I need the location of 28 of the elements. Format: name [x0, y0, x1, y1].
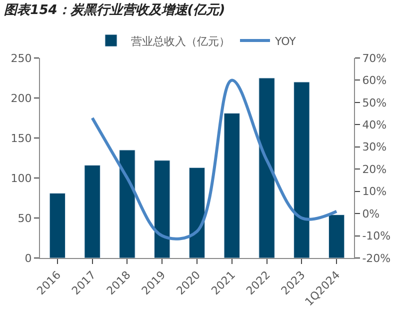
bar	[84, 164, 100, 258]
chart-title: 图表154：炭黑行业营收及增速(亿元)	[4, 2, 226, 18]
bar	[258, 78, 275, 258]
y-tick-label: 100	[10, 172, 32, 185]
y-tick-label: 150	[10, 132, 32, 145]
y2-tick-label: -10%	[362, 230, 391, 243]
bar	[294, 82, 310, 258]
bar	[328, 214, 345, 258]
y-tick-label: 50	[18, 212, 32, 225]
y-tick-label: 0	[24, 252, 32, 265]
y2-tick-label: 10%	[362, 185, 387, 198]
bar	[119, 150, 136, 258]
y2-tick-label: 0%	[362, 207, 380, 220]
y-tick-label: 200	[10, 92, 32, 105]
y-tick-label: 250	[10, 52, 32, 65]
y2-tick-label: 60%	[362, 74, 387, 88]
y2-tick-label: 20%	[362, 162, 387, 176]
y2-tick-label: 30%	[362, 140, 387, 154]
y2-tick-label: 40%	[362, 118, 387, 132]
bar	[154, 160, 170, 258]
bar	[224, 112, 240, 258]
y2-tick-label: -20%	[362, 252, 391, 265]
legend-label: 营业总收入（亿元）	[131, 34, 230, 48]
y2-tick-label: 50%	[362, 96, 387, 110]
legend-label: YOY	[274, 34, 296, 48]
y2-tick-label: 70%	[362, 52, 387, 65]
bar	[49, 192, 66, 258]
bar	[188, 167, 206, 258]
